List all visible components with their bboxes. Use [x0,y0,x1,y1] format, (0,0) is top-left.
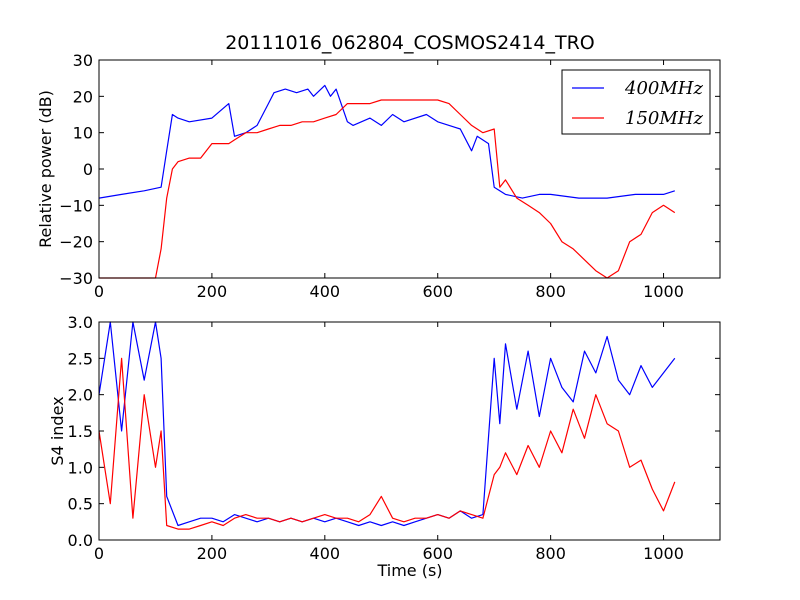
s4-y-tick-label: 0.5 [68,495,93,514]
power-x-tick-label: 400 [310,282,341,301]
power-y-tick-label: 10 [73,124,93,143]
s4-x-tick-label: 1000 [643,544,684,563]
power-y-tick-label: −10 [59,196,93,215]
power-y-tick-label: −30 [59,269,93,288]
power-x-tick-label: 1000 [643,282,684,301]
power-x-tick-label: 200 [197,282,228,301]
s4-x-tick-label: 800 [535,544,566,563]
power-y-ticks: 30 20 10 0 −10 −20 −30 [59,51,720,288]
s4-y-tick-label: 1.0 [68,458,93,477]
s4-y-tick-label: 2.0 [68,386,93,405]
s4-panel: 0 200 400 600 800 1000 3.02.52.01.51.00.50.0 … [48,313,721,580]
power-series-layer [98,84,676,279]
s4-y-tick-label: 1.5 [68,422,93,441]
legend-box [561,69,711,135]
power-y-tick-label: −20 [59,233,93,252]
s4-y-tick-label: 0.0 [68,531,93,550]
s4-x-tick-label: 600 [422,544,453,563]
s4-series-layer [98,321,676,530]
power-y-axis-label: Relative power (dB) [36,90,55,248]
power-panel: 0 200 400 600 800 1000 30 20 10 0 −10 −20 −30 Relat… [36,51,721,301]
s4-series-400mhz [98,321,676,527]
power-x-tick-label: 0 [94,282,104,301]
power-series-150mhz [99,99,676,279]
power-y-tick-label: 20 [73,87,93,106]
power-series-400mhz [98,84,675,199]
chart-title: 20111016_062804_COSMOS2414_TRO [225,32,595,54]
s4-y-axis-label: S4 index [48,396,67,465]
x-axis-label: Time (s) [376,561,442,580]
legend: 400MHz 150MHz [561,69,711,135]
legend-label-150mhz: 150MHz [625,108,703,129]
power-x-ticks: 0 200 400 600 800 1000 [94,60,684,301]
s4-y-ticks: 3.0 2.5 2.0 1.5 1.0 0.5 0.0 [68,313,720,550]
s4-y-tick-label: 3.0 [68,313,93,332]
legend-label-400mhz: 400MHz [624,78,703,99]
s4-x-tick-label: 200 [197,544,228,563]
power-x-tick-label: 600 [422,282,453,301]
s4-x-tick-label: 400 [310,544,341,563]
s4-x-tick-label: 0 [94,544,104,563]
power-y-tick-label: 30 [73,51,93,70]
s4-series-150mhz [98,357,676,530]
power-x-tick-label: 800 [535,282,566,301]
power-y-tick-label: 0 [83,160,93,179]
s4-plot-area [99,322,720,540]
s4-x-ticks: 0 200 400 600 800 1000 [94,322,684,563]
s4-y-tick-label: 2.5 [68,349,93,368]
